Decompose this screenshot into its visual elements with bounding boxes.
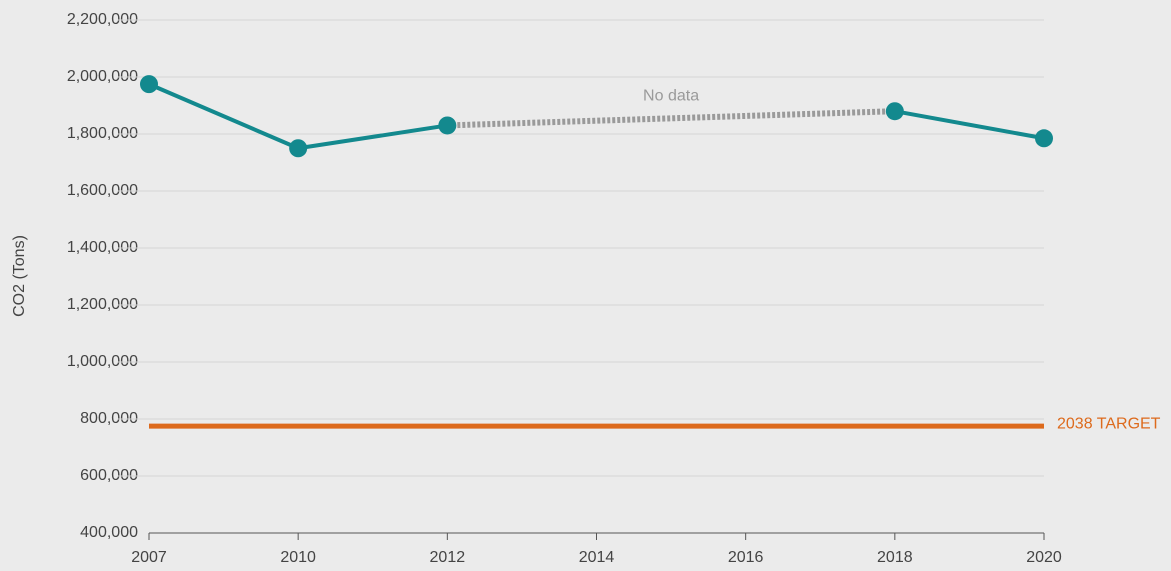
y-tick-label: 2,000,000 [67, 68, 138, 85]
y-tick-label: 600,000 [80, 467, 138, 484]
data-line [148, 82, 1045, 151]
x-tick-label: 2020 [1026, 549, 1062, 566]
x-tick-label: 2016 [728, 549, 764, 566]
data-point [885, 102, 904, 121]
data-point [289, 139, 308, 158]
x-tick-label: 2007 [131, 549, 167, 566]
y-tick-label: 1,000,000 [67, 353, 138, 370]
y-tick-label: 1,400,000 [67, 239, 138, 256]
y-tick-label: 1,800,000 [67, 125, 138, 142]
data-point [438, 116, 457, 135]
y-tick-label: 2,200,000 [67, 11, 138, 28]
data-point [1035, 129, 1053, 148]
x-tick-label: 2018 [877, 549, 913, 566]
y-tick-label: 400,000 [80, 524, 138, 541]
y-tick-label: 1,600,000 [67, 182, 138, 199]
gap-bridge [447, 108, 895, 129]
x-tick-label: 2010 [280, 549, 316, 566]
y-tick-label: 800,000 [80, 410, 138, 427]
x-tick-label: 2014 [579, 549, 615, 566]
y-tick-label: 1,200,000 [67, 296, 138, 313]
data-point [140, 75, 158, 94]
y-axis-label: CO2 (Tons) [11, 235, 28, 317]
x-tick-label: 2012 [430, 549, 466, 566]
reference-label: 2038 TARGET [1057, 415, 1161, 432]
annotation: No data [643, 88, 699, 105]
